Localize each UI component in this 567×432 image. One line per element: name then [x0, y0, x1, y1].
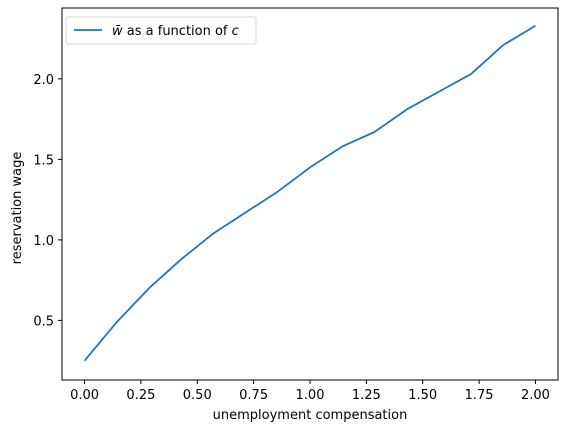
legend-entry: w̄ as a function of c — [112, 24, 239, 39]
x-tick-label: 1.50 — [408, 388, 437, 403]
series-line — [83, 24, 536, 362]
x-tick-label: 0.75 — [239, 388, 268, 403]
x-tick-label: 0.50 — [183, 388, 212, 403]
legend-box — [65, 16, 257, 45]
x-axis-ticks: 0.00 0.25 0.50 0.75 1.00 1.25 1.50 1.75 2.00 — [70, 380, 550, 403]
y-axis-ticks: 0.5 1.0 1.5 2.0 — [33, 73, 62, 329]
legend-entry-text: as a function of — [123, 24, 232, 39]
y-tick-label: 2.0 — [33, 73, 54, 88]
x-tick-label: 1.25 — [352, 388, 381, 403]
x-tick-label: 0.00 — [70, 388, 99, 403]
legend: w̄ as a function of c — [65, 16, 257, 45]
x-tick-label: 0.25 — [126, 388, 155, 403]
x-axis-label: unemployment compensation — [213, 408, 408, 423]
y-tick-label: 1.0 — [33, 234, 54, 249]
x-tick-label: 1.75 — [465, 388, 494, 403]
x-tick-label: 1.00 — [296, 388, 325, 403]
legend-entry-variable: c — [232, 24, 239, 39]
legend-entry-symbol: w̄ — [112, 24, 123, 39]
y-tick-label: 0.5 — [33, 314, 54, 329]
x-tick-label: 2.00 — [521, 388, 550, 403]
y-tick-label: 1.5 — [33, 153, 54, 168]
y-axis-label: reservation wage — [10, 152, 25, 265]
